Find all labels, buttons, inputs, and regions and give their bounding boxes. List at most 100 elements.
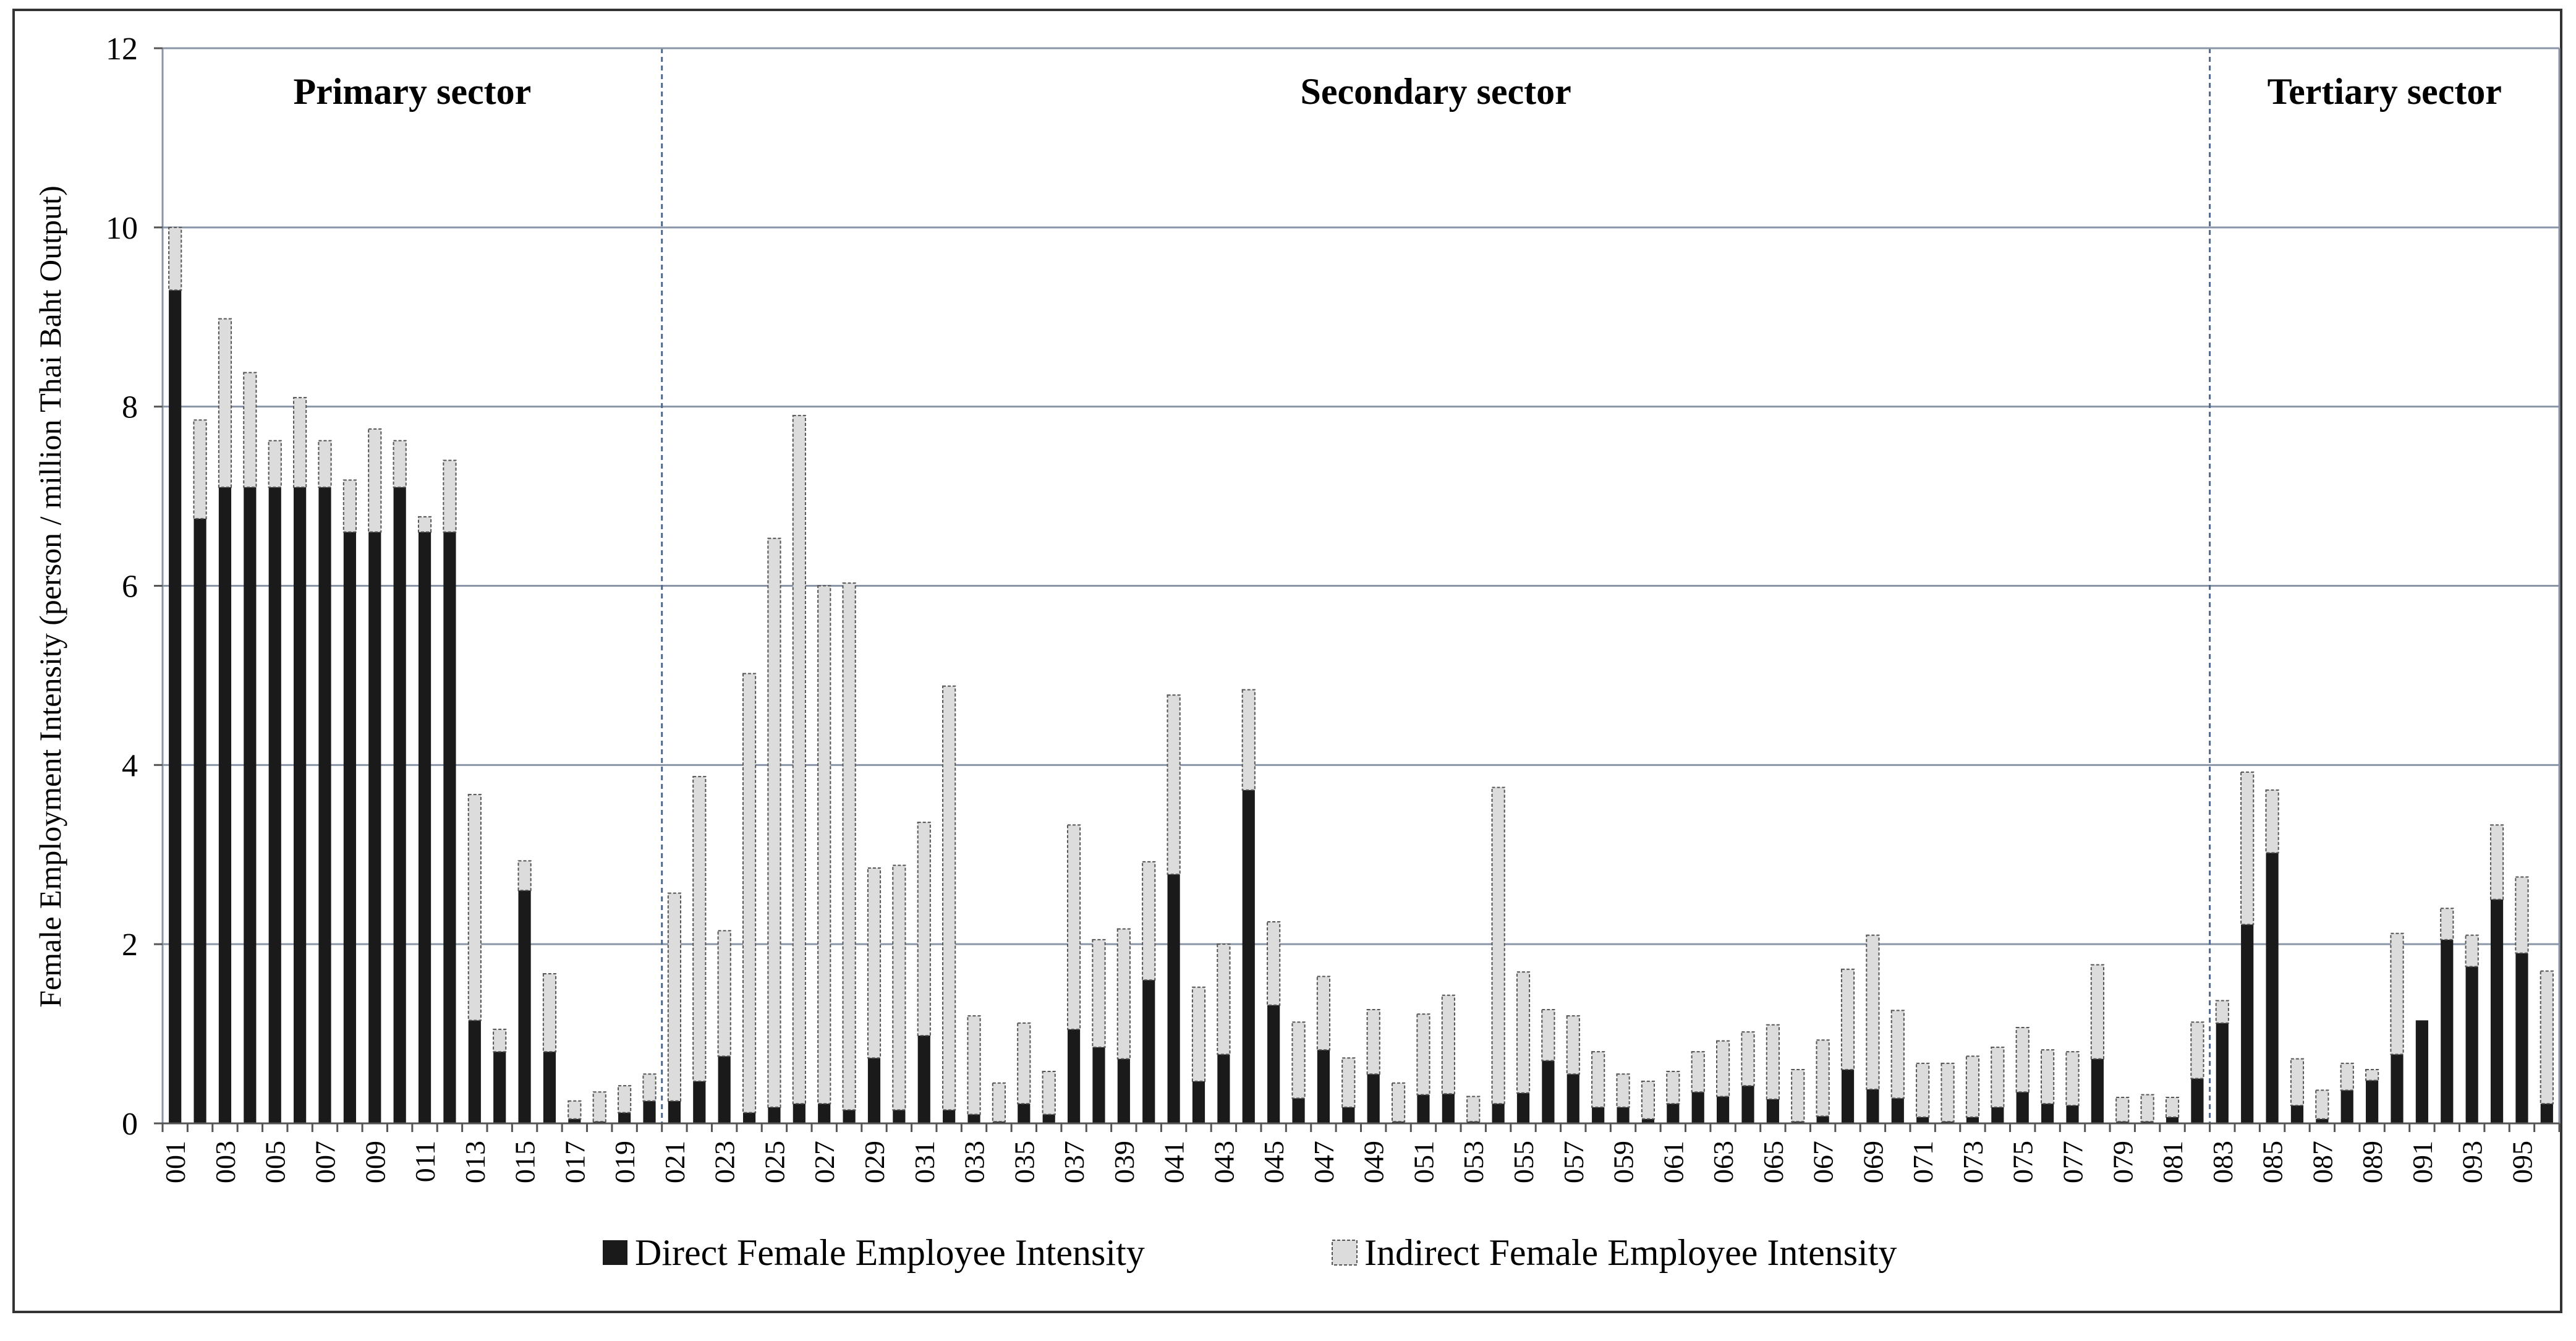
sector-label: Primary sector xyxy=(293,71,531,112)
bar-direct xyxy=(1766,1099,1779,1123)
bar-direct xyxy=(943,1110,956,1123)
x-tick-label: 037 xyxy=(1058,1141,1090,1183)
bar-direct xyxy=(468,1020,481,1123)
x-tick-label: 031 xyxy=(909,1141,940,1183)
bar-direct xyxy=(643,1100,656,1123)
bar-indirect xyxy=(667,892,681,1102)
bar-direct xyxy=(1991,1107,2004,1123)
y-tick-labels: 0 2 4 6 8 10 12 xyxy=(106,32,138,1142)
x-tick-label: 057 xyxy=(1558,1141,1589,1183)
x-tick-label: 051 xyxy=(1408,1141,1439,1183)
bar-direct xyxy=(518,890,531,1123)
bar-indirect xyxy=(2265,789,2279,854)
bar-indirect xyxy=(2041,1049,2055,1105)
x-tick-label: 035 xyxy=(1008,1141,1040,1183)
bar-indirect xyxy=(892,864,906,1111)
bar-direct xyxy=(1492,1104,1505,1123)
x-tick-label: 091 xyxy=(2407,1141,2438,1183)
x-tick-label: 071 xyxy=(1907,1141,1939,1183)
bar-direct xyxy=(1542,1060,1555,1123)
bar-direct xyxy=(1417,1094,1430,1123)
bar-direct xyxy=(1018,1104,1031,1123)
bar-indirect xyxy=(1241,689,1256,791)
bar-direct xyxy=(1167,874,1180,1123)
sector-labels: Primary sector Secondary sector Tertiary s… xyxy=(293,71,2501,112)
bar-indirect xyxy=(2190,1021,2204,1079)
bar-direct xyxy=(893,1110,906,1123)
x-tick-label: 003 xyxy=(210,1141,241,1183)
bar-indirect xyxy=(1341,1057,1356,1108)
bar-indirect xyxy=(1566,1015,1580,1075)
sector-label: Tertiary sector xyxy=(2268,71,2502,112)
bar-indirect xyxy=(1616,1073,1630,1108)
x-tick-label: 033 xyxy=(959,1141,990,1183)
bar-indirect xyxy=(642,1073,657,1102)
bar-indirect xyxy=(1366,1008,1380,1075)
x-tick-label: 061 xyxy=(1657,1141,1689,1183)
bar-indirect xyxy=(1466,1096,1481,1123)
x-tick-label: 093 xyxy=(2457,1141,2488,1183)
bar-indirect xyxy=(2115,1096,2130,1123)
x-tick-label: 085 xyxy=(2257,1141,2289,1183)
bar-indirect xyxy=(2489,824,2504,900)
bar-indirect xyxy=(517,860,532,892)
axes xyxy=(154,47,2561,1132)
bar-indirect xyxy=(218,318,232,488)
bar-indirect xyxy=(1715,1040,1730,1097)
bar-indirect xyxy=(1890,1010,1905,1099)
x-tick-label: 023 xyxy=(709,1141,741,1183)
bar-indirect xyxy=(2540,970,2554,1105)
bar-direct xyxy=(1566,1074,1579,1123)
bars xyxy=(168,226,2554,1123)
bar-direct xyxy=(1866,1089,1879,1123)
bar-indirect xyxy=(2090,964,2104,1060)
bar-indirect xyxy=(268,440,282,488)
legend-swatch xyxy=(603,1240,627,1265)
bar-indirect xyxy=(917,822,931,1036)
bar-indirect xyxy=(193,419,207,519)
bar-direct xyxy=(1841,1070,1855,1123)
x-tick-label: 011 xyxy=(409,1141,441,1182)
bar-direct xyxy=(2091,1058,2104,1123)
bar-indirect xyxy=(318,440,332,488)
bar-direct xyxy=(443,532,456,1123)
x-tick-label: 063 xyxy=(1707,1141,1739,1183)
bar-direct xyxy=(218,487,232,1123)
bar-indirect xyxy=(967,1015,981,1115)
bar-direct xyxy=(1292,1098,1305,1123)
bar-direct xyxy=(318,487,331,1123)
bar-indirect xyxy=(1291,1021,1306,1099)
bar-direct xyxy=(543,1052,556,1123)
bar-indirect xyxy=(767,537,781,1108)
bar-indirect xyxy=(1491,786,1505,1105)
bar-indirect xyxy=(1092,939,1106,1048)
bar-direct xyxy=(1067,1029,1081,1123)
bar-indirect xyxy=(1541,1008,1555,1062)
bar-indirect xyxy=(992,1082,1006,1123)
bar-indirect xyxy=(2140,1094,2154,1123)
bar-direct xyxy=(2391,1054,2404,1123)
x-tick-label: 095 xyxy=(2506,1141,2538,1183)
x-tick-labels: 001 003 005 007 009 011 013 015 017 019 021 023 025 0… xyxy=(159,1141,2538,1183)
x-tick-label: 081 xyxy=(2157,1141,2188,1183)
bar-indirect xyxy=(1741,1031,1755,1087)
bar-indirect xyxy=(393,440,407,488)
bar-indirect xyxy=(1766,1024,1780,1100)
bar-direct xyxy=(1667,1104,1680,1123)
bar-indirect xyxy=(368,428,382,533)
bar-indirect xyxy=(2165,1096,2180,1118)
bar-direct xyxy=(1042,1114,1055,1123)
x-tick-label: 041 xyxy=(1158,1141,1190,1183)
bar-direct xyxy=(169,290,182,1123)
x-tick-label: 043 xyxy=(1208,1141,1239,1183)
bar-indirect xyxy=(1691,1051,1705,1093)
bar-indirect xyxy=(2315,1089,2329,1120)
bar-indirect xyxy=(1840,968,1855,1071)
bar-direct xyxy=(2366,1080,2379,1123)
bar-direct xyxy=(568,1118,581,1123)
bar-indirect xyxy=(467,794,482,1021)
legend: Direct Female Employee Intensity Indirect… xyxy=(603,1232,1897,1273)
x-tick-label: 019 xyxy=(609,1141,640,1183)
x-tick-label: 069 xyxy=(1857,1141,1889,1183)
